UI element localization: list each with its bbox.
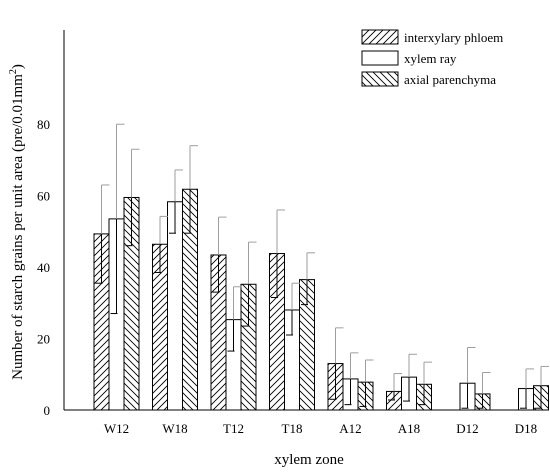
y-tick-label-40: 40 bbox=[37, 260, 50, 275]
x-tick-label-W18: W18 bbox=[162, 421, 187, 436]
y-tick-label-80: 80 bbox=[37, 117, 50, 132]
y-tick-label-0: 0 bbox=[44, 403, 51, 418]
x-tick-label-A18: A18 bbox=[398, 421, 420, 436]
error-bars-layer bbox=[95, 123, 549, 409]
legend-swatch-0 bbox=[361, 29, 399, 45]
y-tick-label-60: 60 bbox=[37, 189, 50, 204]
x-axis-title: xylem zone bbox=[274, 452, 344, 468]
y-axis-title-close: ) bbox=[10, 64, 26, 69]
y-tick-labels: 0 20 40 60 80 bbox=[37, 117, 50, 418]
x-tick-label-W12: W12 bbox=[104, 421, 129, 436]
legend: interxylary phloem xylem ray axial parench… bbox=[361, 29, 503, 87]
x-tick-label-D12: D12 bbox=[456, 421, 478, 436]
x-tick-label-T18: T18 bbox=[282, 421, 303, 436]
y-axis-title: Number of starch grains per unit area (p… bbox=[8, 64, 26, 380]
legend-swatch-1 bbox=[361, 50, 399, 66]
x-tick-label-D18: D18 bbox=[515, 421, 537, 436]
x-tick-labels: W12 W18 T12 T18 A12 A18 D12 D18 bbox=[104, 421, 537, 436]
y-tick-label-20: 20 bbox=[37, 332, 50, 347]
legend-swatch-2 bbox=[361, 71, 399, 87]
bars-layer bbox=[93, 188, 549, 411]
y-axis-title-superscript: 2 bbox=[8, 69, 19, 74]
legend-label-1: xylem ray bbox=[404, 51, 457, 66]
legend-label-2: axial parenchyma bbox=[404, 72, 496, 87]
x-tick-label-A12: A12 bbox=[339, 421, 361, 436]
y-axis-title-main: Number of starch grains per unit area (p… bbox=[10, 74, 26, 380]
legend-label-0: interxylary phloem bbox=[404, 30, 503, 45]
x-tick-label-T12: T12 bbox=[223, 421, 244, 436]
